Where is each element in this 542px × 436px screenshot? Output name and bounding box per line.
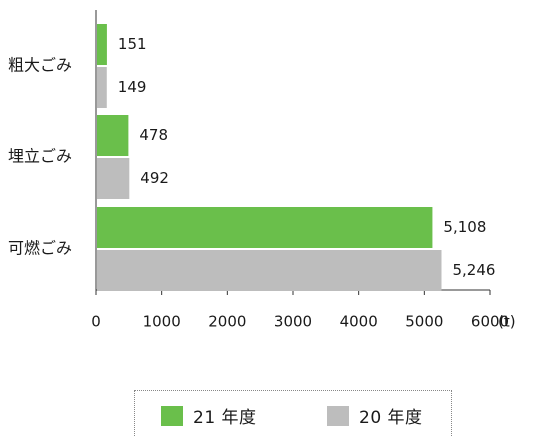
category-label: 可燃ごみ [8, 239, 72, 258]
x-tick-label: 5000 [405, 313, 443, 331]
bar [97, 207, 433, 248]
bar [97, 115, 129, 156]
legend-label-21: 21 年度 [193, 408, 257, 428]
x-tick-label: 1000 [143, 313, 181, 331]
data-label: 478 [139, 126, 168, 144]
data-label: 5,108 [443, 218, 486, 236]
x-tick-label: 4000 [340, 313, 378, 331]
bar-chart-svg: 0 1000 2000 3000 4000 5000 6000(t) 粗大ごみ 151 149 埋立… [8, 10, 516, 331]
bar [97, 158, 130, 199]
bar [97, 67, 107, 108]
x-tick-label: 0 [91, 313, 101, 331]
legend-swatch-20 [327, 405, 349, 426]
bar [97, 250, 442, 291]
x-tick-label: 2000 [208, 313, 246, 331]
bar [97, 24, 107, 65]
data-label: 151 [118, 35, 147, 53]
legend-label-20: 20 年度 [359, 408, 423, 428]
data-label: 149 [118, 78, 147, 96]
data-label: 492 [140, 169, 169, 187]
x-tick-label: 6000 [471, 313, 509, 331]
x-unit-label: (t) [498, 313, 516, 331]
legend: 21 年度 20 年度 [134, 390, 452, 436]
data-label: 5,246 [452, 261, 495, 279]
legend-swatch-21 [161, 405, 183, 426]
legend-item-21: 21 年度 [161, 403, 257, 428]
category-label: 埋立ごみ [8, 147, 72, 166]
category-label: 粗大ごみ [8, 56, 72, 75]
legend-item-20: 20 年度 [327, 403, 423, 428]
x-tick-label: 3000 [274, 313, 312, 331]
